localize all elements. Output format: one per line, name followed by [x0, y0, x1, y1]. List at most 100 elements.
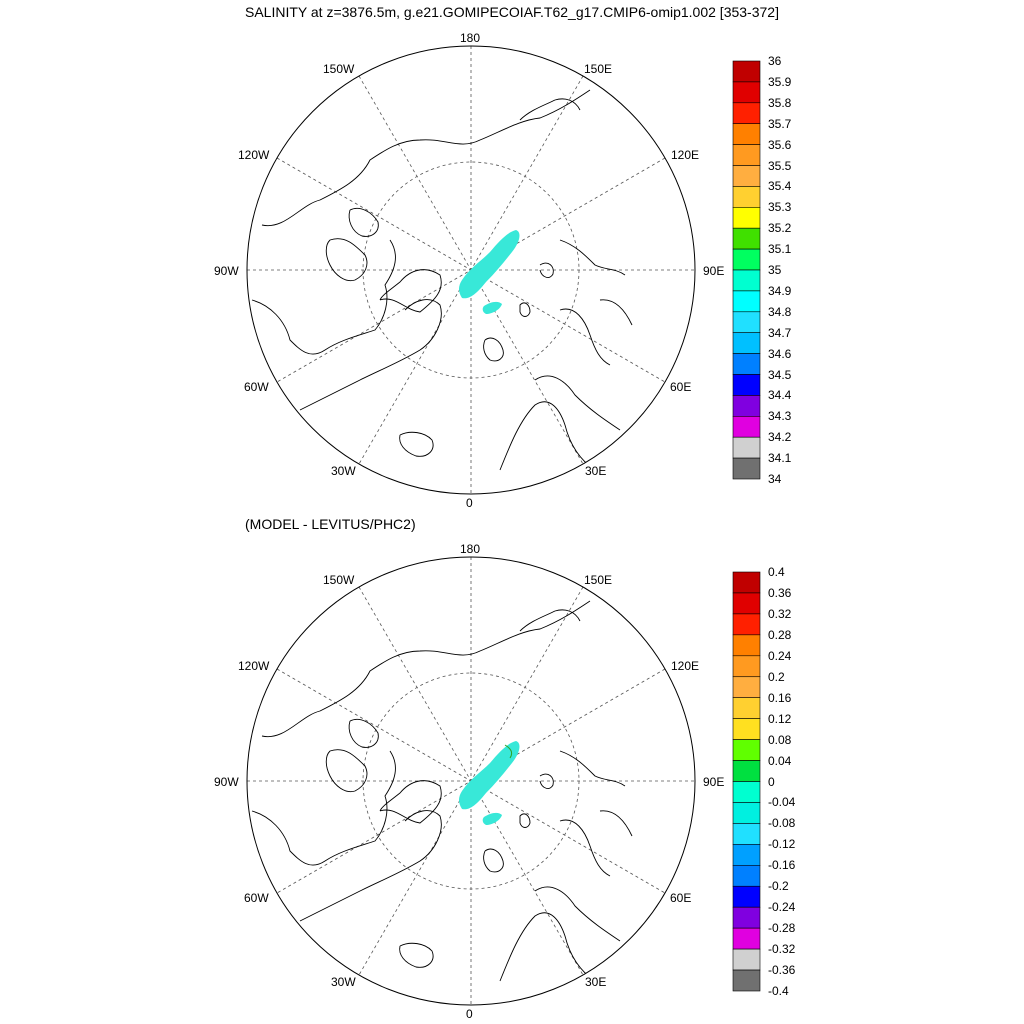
- bottom-lon-label-120w: 120W: [238, 659, 270, 673]
- bottom-lon-label-90e: 90E: [703, 775, 725, 789]
- bottom-colorbar-box: [732, 927, 761, 950]
- top-colorbar-label: 35.1: [768, 242, 792, 257]
- top-colorbar-label: 34.6: [768, 346, 792, 361]
- bottom-colorbar-box: [732, 906, 761, 929]
- top-colorbar: [732, 60, 761, 480]
- top-lon-label-180: 180: [460, 31, 481, 45]
- bottom-colorbar-label: 0: [768, 774, 775, 789]
- bottom-lon-label-150w: 150W: [323, 573, 355, 587]
- bottom-lon-label-150e: 150E: [584, 573, 613, 587]
- bottom-colorbar-label: -0.08: [768, 816, 796, 831]
- top-colorbar-label: 35.8: [768, 95, 792, 110]
- top-colorbar-box: [732, 332, 761, 354]
- top-colorbar-box: [732, 248, 761, 271]
- top-colorbar-box: [732, 269, 761, 292]
- top-colorbar-box: [732, 290, 761, 313]
- bottom-colorbar-label: -0.32: [768, 942, 796, 957]
- top-coastlines: [251, 89, 633, 471]
- bottom-colorbar-label: -0.36: [768, 963, 796, 978]
- bottom-colorbar-label: -0.04: [768, 795, 796, 810]
- top-colorbar-label: 34.9: [768, 283, 792, 298]
- top-lon-label-120w: 120W: [238, 148, 270, 162]
- top-colorbar-label: 34.5: [768, 367, 792, 382]
- bottom-colorbar-box: [732, 634, 761, 657]
- bottom-colorbar-box: [732, 948, 761, 971]
- top-lon-label-90e: 90E: [703, 264, 725, 278]
- bottom-lon-label-30w: 30W: [331, 975, 356, 989]
- top-colorbar-label: 34.1: [768, 451, 792, 466]
- bottom-colorbar-label: 0.36: [768, 585, 792, 600]
- map-title: SALINITY at z=3876.5m, g.e21.GOMIPECOIAF…: [245, 4, 779, 20]
- bottom-colorbar-label: -0.12: [768, 837, 796, 852]
- bottom-colorbar-box: [732, 969, 761, 992]
- top-colorbar-box: [732, 353, 761, 375]
- bottom-lon-label-60w: 60W: [244, 891, 269, 905]
- bottom-colorbar-box: [732, 613, 761, 636]
- top-colorbar-box: [732, 374, 761, 396]
- top-colorbar-label: 34: [768, 472, 782, 486]
- bottom-colorbar-box: [732, 697, 761, 719]
- top-colorbar-box: [732, 123, 761, 145]
- top-lon-label-30w: 30W: [331, 464, 356, 478]
- bottom-colorbar-label: 0.32: [768, 606, 792, 621]
- top-colorbar-label: 34.8: [768, 304, 792, 319]
- bottom-lon-label-30e: 30E: [585, 975, 607, 989]
- bottom-colorbar-box: [732, 823, 761, 845]
- bottom-colorbar-box: [732, 739, 761, 761]
- bottom-colorbar-label: 0.08: [768, 732, 792, 747]
- top-colorbar-box: [732, 395, 761, 417]
- top-salinity-field: [459, 230, 520, 314]
- bottom-colorbar-label: 0.12: [768, 711, 792, 726]
- top-colorbar-label: 35.3: [768, 200, 792, 215]
- top-colorbar-box: [732, 102, 761, 125]
- bottom-colorbar-label: -0.16: [768, 858, 796, 873]
- bottom-lon-label-90w: 90W: [214, 775, 239, 789]
- bottom-colorbar-box: [732, 571, 761, 594]
- bottom-colorbar-box: [732, 864, 761, 887]
- top-colorbar-box: [732, 144, 761, 166]
- top-colorbar-label: 35.9: [768, 74, 792, 89]
- top-colorbar-box: [732, 457, 761, 480]
- top-colorbar-label: 36: [768, 54, 782, 68]
- bottom-colorbar-box: [732, 592, 761, 615]
- top-colorbar-label: 35.4: [768, 179, 792, 194]
- top-map-boundary: [246, 45, 696, 495]
- top-lon-label-90w: 90W: [214, 264, 239, 278]
- bottom-coastlines: [251, 600, 633, 982]
- top-lon-label-0: 0: [466, 496, 473, 510]
- bottom-colorbar-label: 0.04: [768, 753, 792, 768]
- bottom-lon-label-0: 0: [466, 1007, 473, 1021]
- top-colorbar-label: 35.7: [768, 116, 792, 131]
- top-lon-label-150e: 150E: [584, 62, 613, 76]
- top-polar-map: [246, 45, 696, 495]
- bottom-colorbar-box: [732, 655, 761, 678]
- map-subtitle: (MODEL - LEVITUS/PHC2): [245, 516, 416, 532]
- bottom-salinity-anomaly-field: [459, 741, 520, 825]
- bottom-colorbar-box: [732, 760, 761, 782]
- top-colorbar-box: [732, 207, 761, 229]
- bottom-colorbar-label: 0.4: [768, 565, 785, 579]
- top-colorbar-label: 35.6: [768, 137, 792, 152]
- bottom-colorbar-box: [732, 676, 761, 699]
- bottom-colorbar-label: -0.4: [768, 984, 789, 998]
- bottom-colorbar-label: 0.16: [768, 690, 792, 705]
- top-lon-label-30e: 30E: [585, 464, 607, 478]
- bottom-colorbar-label: 0.28: [768, 627, 792, 642]
- top-colorbar-box: [732, 227, 761, 250]
- top-lon-label-60w: 60W: [244, 380, 269, 394]
- bottom-polar-map: [246, 556, 696, 1006]
- bottom-lon-label-60e: 60E: [670, 891, 692, 905]
- top-colorbar-box: [732, 311, 761, 333]
- bottom-colorbar-box: [732, 781, 761, 803]
- top-lon-label-60e: 60E: [670, 380, 692, 394]
- bottom-lon-label-180: 180: [460, 542, 481, 556]
- bottom-colorbar-label: -0.2: [768, 879, 789, 894]
- bottom-colorbar-label: -0.28: [768, 921, 796, 936]
- top-colorbar-label: 34.3: [768, 409, 792, 424]
- bottom-colorbar-box: [732, 885, 761, 908]
- top-colorbar-box: [732, 415, 761, 438]
- bottom-colorbar: [732, 571, 761, 992]
- top-colorbar-box: [732, 60, 761, 83]
- bottom-colorbar-label: -0.24: [768, 900, 796, 915]
